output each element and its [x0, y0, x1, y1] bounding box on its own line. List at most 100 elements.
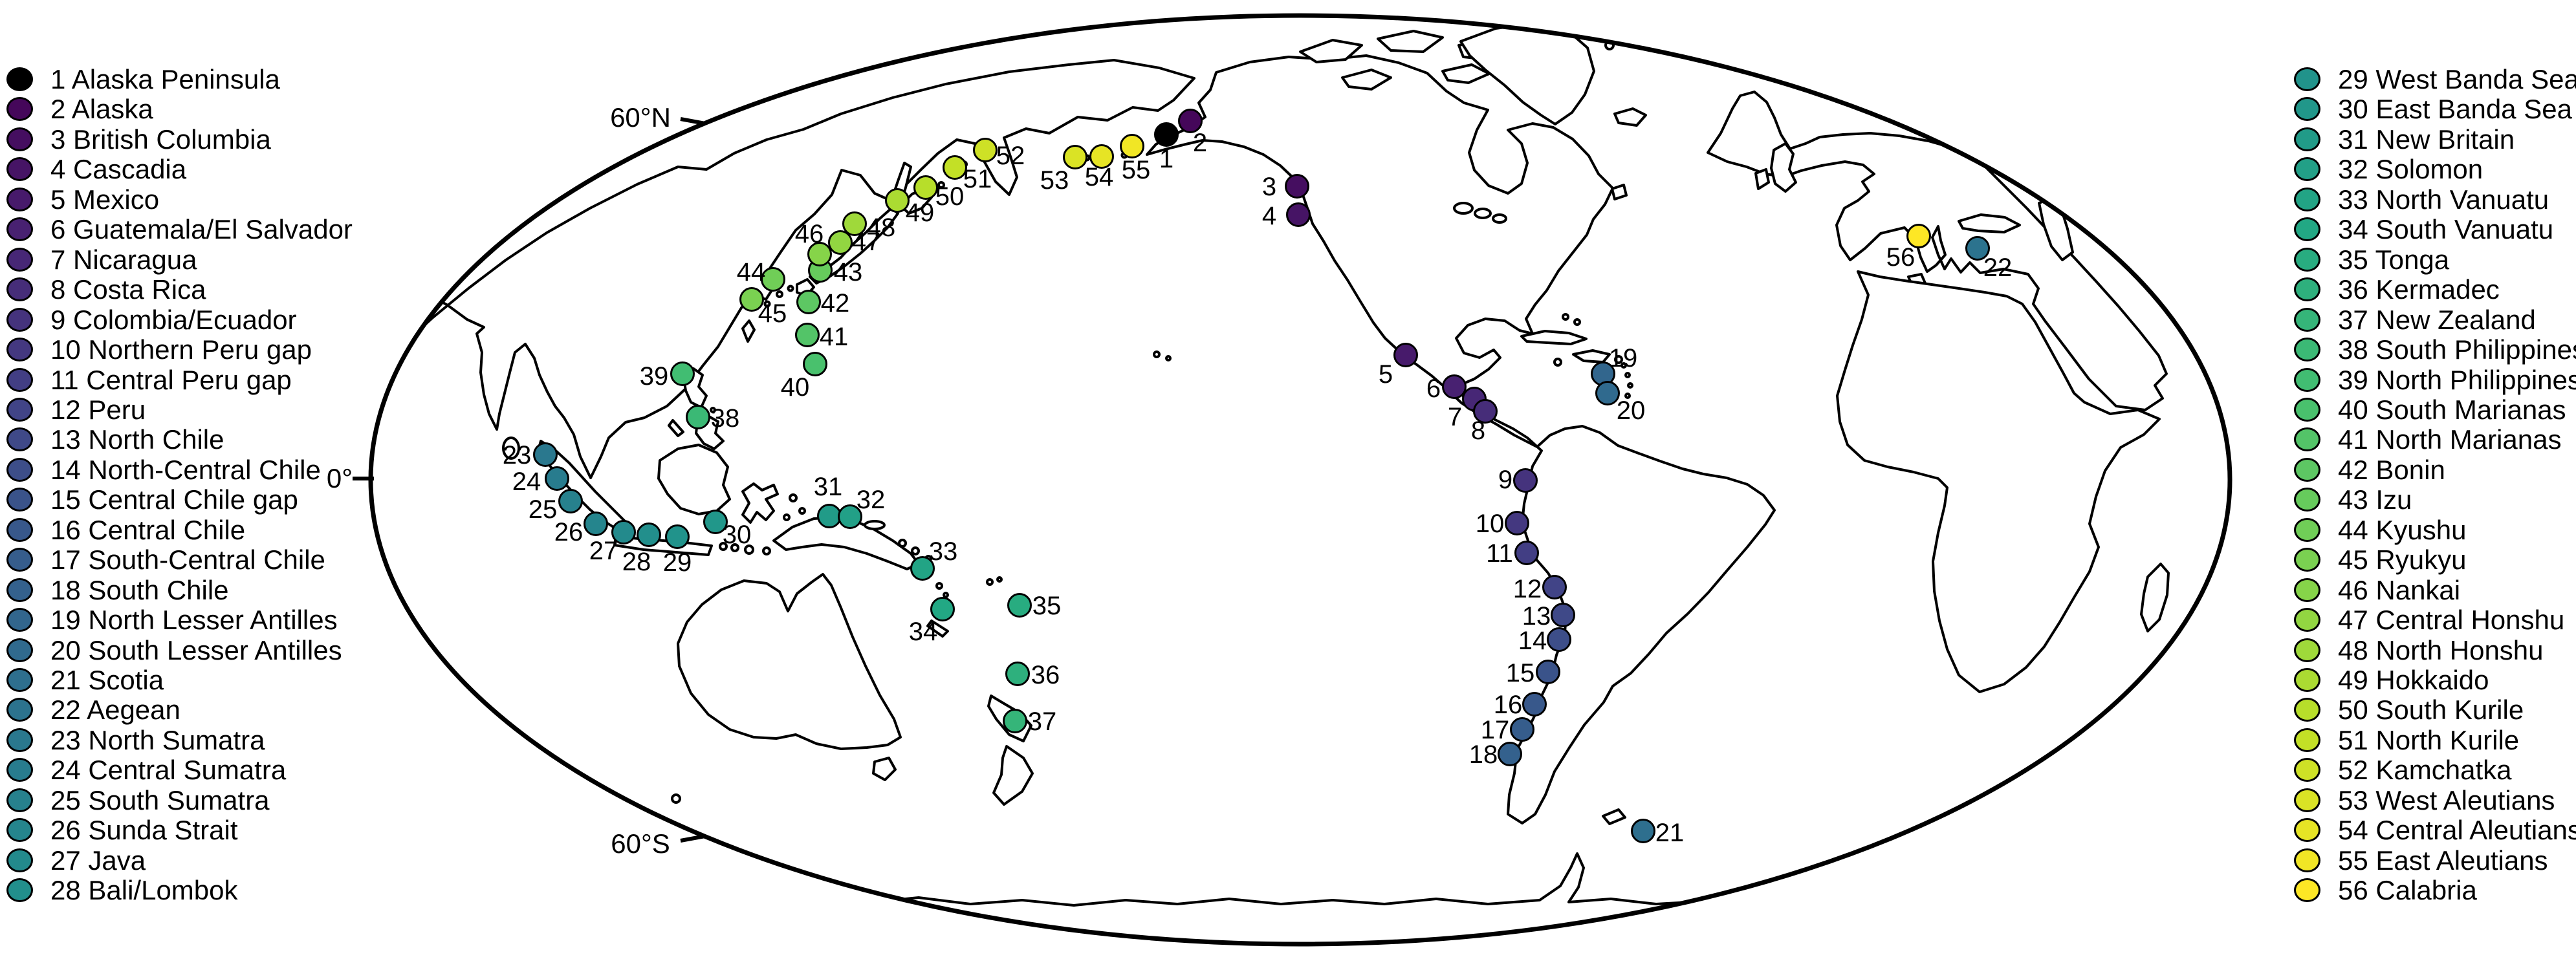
zone-marker-54: [1089, 144, 1114, 169]
zone-number-31: 31: [814, 473, 843, 501]
legend-color-swatch: [6, 517, 33, 542]
zone-marker-45: [739, 287, 764, 312]
legend-item-label: 10 Northern Peru gap: [50, 334, 312, 365]
legend-item-label: 29 West Banda Sea: [2338, 64, 2576, 94]
zone-marker-26: [584, 512, 608, 536]
legend-item-29: 29 West Banda Sea: [0, 65, 2576, 94]
coast-solomon-islet: [898, 539, 907, 548]
legend-item-24: 24 Central Sumatra: [0, 755, 2576, 785]
latitude-label-1: 0°: [327, 463, 353, 493]
legend-color-swatch: [6, 397, 33, 422]
zone-number-21: 21: [1655, 819, 1685, 847]
legend-item-32: 32 Solomon: [0, 155, 2576, 184]
legend-item-label: 46 Nankai: [2338, 574, 2461, 605]
zone-number-1: 1: [1159, 145, 1173, 173]
zone-number-14: 14: [1518, 627, 1547, 655]
legend-color-swatch: [6, 878, 33, 903]
coast-great-lake: [1474, 208, 1492, 219]
zone-marker-15: [1536, 660, 1560, 684]
legend-color-swatch: [6, 608, 33, 632]
zone-number-44: 44: [737, 258, 766, 286]
coast-kuril-islet: [937, 181, 945, 189]
zone-number-33: 33: [929, 537, 958, 566]
zone-marker-41: [795, 323, 820, 347]
legend-item-label: 31 New Britain: [2338, 124, 2515, 155]
legend-item-label: 47 Central Honshu: [2338, 605, 2565, 636]
legend-item-label: 48 North Honshu: [2338, 634, 2544, 665]
legend-item-27: 27 Java: [0, 845, 2576, 876]
tick-60n: [680, 117, 706, 125]
zone-marker-40: [803, 352, 827, 376]
legend-item-13: 13 North Chile: [0, 425, 2576, 455]
zone-number-22: 22: [1983, 253, 2013, 282]
coast-south-georgia: [1602, 808, 1626, 825]
legend-item-15: 15 Central Chile gap: [0, 485, 2576, 515]
zone-number-12: 12: [1513, 575, 1542, 603]
legend-item-21: 21 Scotia: [0, 665, 2576, 695]
coast-lombok-islet: [730, 543, 739, 552]
legend-color-swatch: [2294, 457, 2320, 482]
legend-item-1: 1 Alaska Peninsula: [0, 65, 2576, 94]
zone-marker-3: [1285, 174, 1309, 199]
zone-marker-49: [885, 188, 910, 213]
coast-iceland: [1613, 107, 1647, 127]
coast-moluccas-islet: [789, 493, 798, 502]
legend-item-40: 40 South Marianas: [0, 394, 2576, 425]
legend-item-6: 6 Guatemala/El Salvador: [0, 215, 2576, 244]
zone-number-39: 39: [640, 362, 669, 391]
legend-item-label: 56 Calabria: [2338, 875, 2477, 906]
legend-item-19: 19 North Lesser Antilles: [0, 605, 2576, 635]
legend-color-swatch: [6, 217, 33, 242]
legend-color-swatch: [6, 307, 33, 332]
zone-number-46: 46: [795, 220, 824, 248]
zone-number-42: 42: [821, 289, 850, 318]
legend-color-swatch: [6, 638, 33, 662]
legend-item-14: 14 North-Central Chile: [0, 455, 2576, 485]
zone-number-25: 25: [529, 495, 558, 524]
legend-color-swatch: [6, 97, 33, 122]
legend-color-swatch: [6, 127, 33, 151]
legend-item-8: 8 Costa Rica: [0, 275, 2576, 305]
legend-item-38: 38 South Philippines: [0, 335, 2576, 365]
zone-marker-56: [1906, 224, 1931, 248]
legend-item-55: 55 East Aleutians: [0, 845, 2576, 876]
legend-item-56: 56 Calabria: [0, 876, 2576, 905]
zone-number-37: 37: [1028, 707, 1057, 736]
zone-number-38: 38: [711, 404, 740, 433]
tick-60s: [680, 834, 706, 843]
legend-item-label: 22 Aegean: [50, 695, 180, 726]
legend-item-label: 6 Guatemala/El Salvador: [50, 214, 353, 245]
zone-marker-46: [807, 242, 832, 266]
legend-color-swatch: [2294, 127, 2320, 151]
coast-hawaii-islet: [1165, 355, 1172, 361]
zone-number-41: 41: [820, 323, 849, 351]
coast-cuba: [1520, 330, 1588, 345]
zone-marker-21: [1631, 819, 1655, 843]
zone-number-7: 7: [1448, 403, 1462, 431]
legend-item-label: 15 Central Chile gap: [50, 484, 298, 515]
legend-color-swatch: [6, 457, 33, 482]
legend-item-label: 40 South Marianas: [2338, 394, 2566, 425]
zone-number-53: 53: [1040, 166, 1069, 195]
legend-item-label: 43 Izu: [2338, 484, 2412, 515]
legend-color-swatch: [6, 548, 33, 572]
legend-color-swatch: [6, 277, 33, 302]
legend-item-label: 45 Ryukyu: [2338, 544, 2467, 576]
legend-item-23: 23 North Sumatra: [0, 725, 2576, 755]
legend-item-44: 44 Kyushu: [0, 515, 2576, 545]
coast-fiji-islet: [986, 578, 994, 586]
legend-item-48: 48 North Honshu: [0, 634, 2576, 665]
zone-marker-23: [533, 442, 558, 467]
zone-marker-4: [1286, 202, 1311, 227]
legend-item-label: 34 South Vanuatu: [2338, 214, 2554, 245]
zone-number-9: 9: [1498, 466, 1512, 494]
coast-sri-lanka: [502, 436, 520, 460]
legend-color-swatch: [2294, 548, 2320, 572]
legend-item-label: 52 Kamchatka: [2338, 755, 2512, 786]
legend-item-label: 37 New Zealand: [2338, 304, 2536, 335]
legend-color-swatch: [2294, 577, 2320, 602]
zone-marker-55: [1120, 134, 1144, 158]
legend-item-label: 13 North Chile: [50, 424, 224, 455]
zone-number-51: 51: [963, 165, 992, 193]
zone-marker-51: [943, 155, 967, 180]
